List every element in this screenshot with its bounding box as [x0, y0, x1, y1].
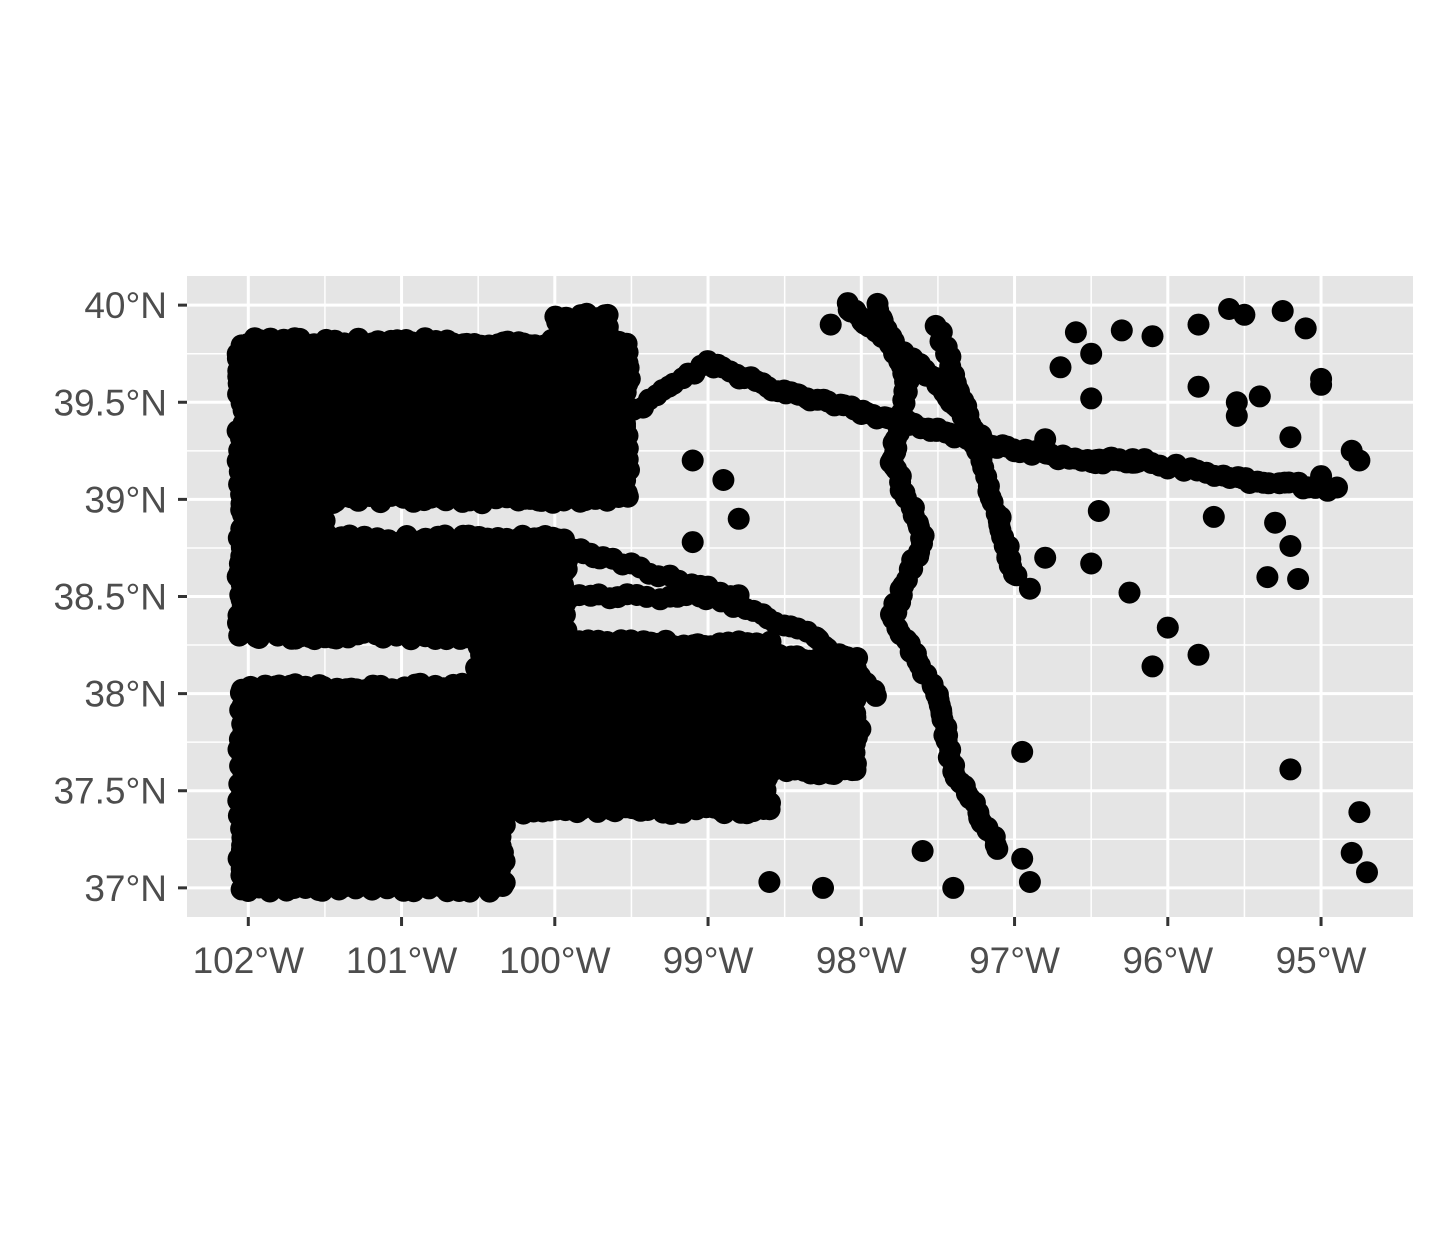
data-point — [1080, 387, 1103, 410]
data-point — [1326, 476, 1348, 499]
y-tick-label: 38.5°N — [53, 577, 167, 618]
data-point — [1110, 319, 1133, 342]
data-point — [1064, 321, 1087, 344]
data-point — [1034, 428, 1057, 451]
data-point — [1018, 577, 1041, 600]
data-point — [812, 876, 834, 899]
y-tick-label: 39°N — [84, 479, 167, 520]
data-point — [1233, 303, 1256, 326]
data-point — [1034, 546, 1057, 569]
data-point — [1225, 404, 1248, 427]
data-point — [1141, 325, 1164, 348]
data-point — [1087, 500, 1110, 522]
data-point — [1271, 300, 1294, 322]
data-point — [727, 584, 750, 607]
data-point — [1118, 581, 1141, 604]
data-point — [1279, 535, 1302, 557]
x-tick-label: 97°W — [969, 940, 1060, 981]
data-point — [1018, 871, 1041, 893]
data-point — [1310, 465, 1333, 488]
data-point — [942, 876, 965, 899]
x-tick-label: 99°W — [663, 940, 754, 981]
x-tick-label: 95°W — [1276, 940, 1367, 981]
data-point — [681, 531, 704, 554]
data-point — [986, 837, 1009, 860]
x-axis: 102°W 101°W 100°W 99°W 98°W 97°W 96°W 95°W — [193, 917, 1367, 981]
x-tick-label: 100°W — [499, 940, 611, 981]
data-points — [226, 292, 1378, 903]
x-tick-label: 98°W — [816, 940, 907, 981]
data-point — [819, 313, 842, 336]
data-point — [1356, 861, 1378, 884]
data-point — [864, 684, 887, 707]
data-point — [1011, 740, 1034, 763]
y-tick-label: 40°N — [84, 285, 167, 326]
data-point — [1256, 566, 1279, 589]
data-point — [1011, 847, 1034, 870]
data-point — [1080, 342, 1103, 365]
y-tick-label: 39.5°N — [53, 382, 167, 423]
data-point — [1279, 758, 1302, 781]
y-tick-label: 37°N — [84, 868, 167, 909]
data-point — [1049, 356, 1072, 379]
data-point — [1294, 317, 1317, 340]
data-point — [1005, 564, 1028, 587]
data-point — [1310, 373, 1333, 396]
x-tick-label: 96°W — [1122, 940, 1213, 981]
data-point — [1187, 313, 1210, 336]
data-point — [1187, 643, 1210, 666]
data-point — [1264, 511, 1287, 534]
y-tick-label: 37.5°N — [53, 771, 167, 812]
data-point — [1279, 426, 1302, 449]
data-point — [1141, 655, 1164, 678]
data-point — [1080, 552, 1103, 575]
data-point — [1348, 801, 1371, 824]
y-axis: 37°N 37.5°N 38°N 38.5°N 39°N 39.5°N 40°N — [53, 285, 187, 909]
data-point — [911, 840, 934, 862]
data-point — [1187, 375, 1210, 398]
data-point — [972, 432, 995, 455]
data-point — [1340, 841, 1363, 864]
data-point — [758, 871, 781, 893]
data-point — [1202, 505, 1225, 528]
data-point — [1287, 568, 1310, 590]
data-point — [681, 449, 704, 472]
data-point — [1156, 616, 1179, 639]
x-tick-label: 101°W — [346, 940, 458, 981]
data-point — [727, 507, 750, 530]
data-point — [596, 303, 619, 326]
data-point — [1248, 385, 1271, 408]
y-tick-label: 38°N — [84, 674, 167, 715]
data-point — [712, 469, 735, 491]
data-point — [615, 332, 638, 355]
data-point — [1348, 449, 1371, 472]
x-tick-label: 102°W — [193, 940, 305, 981]
